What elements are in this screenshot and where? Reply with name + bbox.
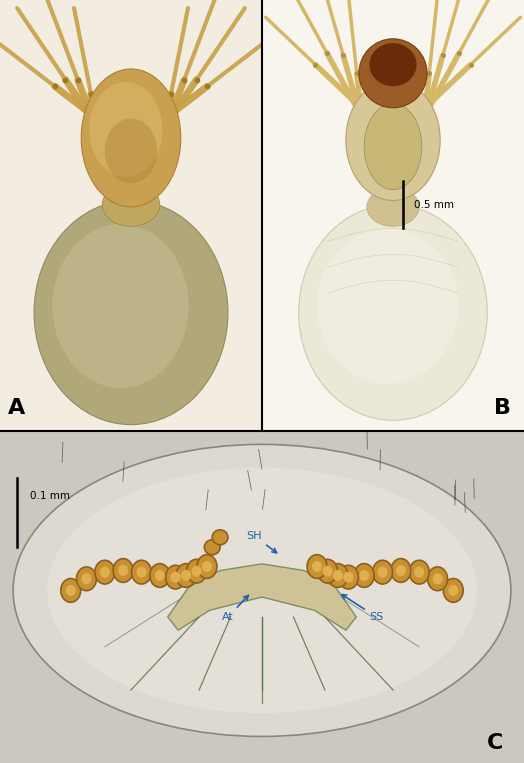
Ellipse shape — [344, 571, 354, 583]
Ellipse shape — [299, 204, 487, 420]
Ellipse shape — [354, 564, 374, 588]
Ellipse shape — [448, 585, 458, 596]
Text: At: At — [222, 595, 248, 622]
Ellipse shape — [409, 560, 429, 584]
Ellipse shape — [113, 559, 133, 582]
Ellipse shape — [396, 565, 406, 576]
Ellipse shape — [150, 564, 170, 588]
Ellipse shape — [95, 560, 115, 584]
Ellipse shape — [34, 201, 228, 425]
Polygon shape — [168, 564, 356, 630]
Ellipse shape — [13, 444, 511, 736]
Ellipse shape — [102, 183, 160, 227]
Text: SH: SH — [246, 530, 277, 552]
Ellipse shape — [155, 570, 165, 581]
Ellipse shape — [181, 570, 191, 581]
Ellipse shape — [333, 570, 343, 581]
Ellipse shape — [212, 530, 228, 545]
Ellipse shape — [364, 104, 422, 190]
Ellipse shape — [61, 578, 81, 602]
Ellipse shape — [307, 555, 327, 578]
Text: SS: SS — [342, 594, 384, 622]
Ellipse shape — [373, 560, 392, 584]
Ellipse shape — [318, 559, 337, 583]
Ellipse shape — [202, 561, 212, 572]
Ellipse shape — [77, 567, 96, 591]
Ellipse shape — [369, 43, 417, 86]
Ellipse shape — [47, 468, 477, 713]
Text: C: C — [487, 733, 503, 753]
Ellipse shape — [359, 39, 427, 108]
Text: 0.5 mm: 0.5 mm — [414, 200, 454, 210]
Ellipse shape — [52, 224, 189, 388]
Ellipse shape — [414, 567, 424, 578]
Ellipse shape — [391, 559, 411, 582]
Ellipse shape — [197, 555, 217, 578]
Ellipse shape — [377, 567, 387, 578]
Ellipse shape — [187, 559, 206, 583]
Ellipse shape — [346, 80, 440, 201]
Ellipse shape — [132, 560, 151, 584]
Ellipse shape — [367, 188, 419, 227]
Ellipse shape — [428, 567, 447, 591]
Ellipse shape — [81, 69, 181, 207]
Ellipse shape — [317, 228, 458, 384]
Ellipse shape — [328, 564, 348, 588]
Ellipse shape — [82, 573, 91, 584]
Text: 0.1 mm: 0.1 mm — [30, 491, 70, 501]
Ellipse shape — [204, 539, 220, 555]
Ellipse shape — [105, 118, 157, 183]
Ellipse shape — [166, 565, 185, 589]
Ellipse shape — [432, 573, 442, 584]
Ellipse shape — [322, 565, 332, 577]
Ellipse shape — [136, 567, 147, 578]
Text: B: B — [494, 398, 511, 418]
Ellipse shape — [171, 571, 180, 583]
Ellipse shape — [100, 567, 110, 578]
Ellipse shape — [312, 561, 322, 572]
Ellipse shape — [176, 564, 196, 588]
Ellipse shape — [66, 585, 75, 596]
Ellipse shape — [359, 570, 369, 581]
Ellipse shape — [339, 565, 358, 589]
Text: A: A — [8, 398, 25, 418]
Ellipse shape — [89, 82, 162, 177]
Ellipse shape — [118, 565, 128, 576]
Ellipse shape — [443, 578, 463, 602]
Ellipse shape — [191, 565, 201, 577]
